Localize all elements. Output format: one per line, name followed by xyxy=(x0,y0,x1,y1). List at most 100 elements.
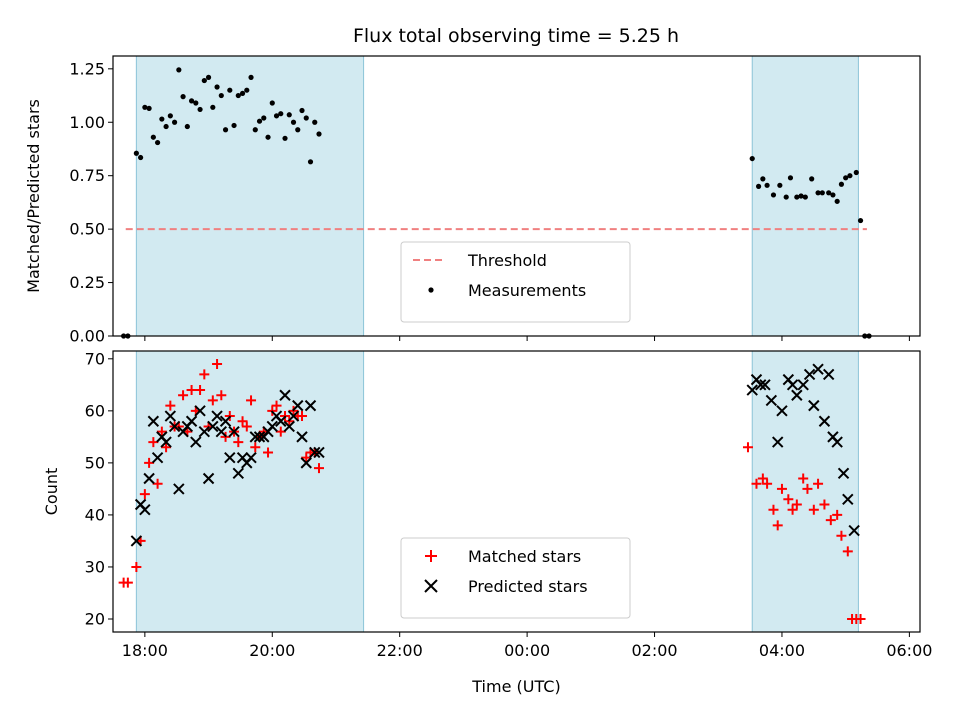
ratio-series-0-point-56 xyxy=(802,194,808,200)
ratio-series-0-point-21 xyxy=(214,84,220,90)
count-series-0-point-58 xyxy=(808,504,819,515)
ratio-series-0-point-67 xyxy=(857,217,864,224)
ratio-series-0-point-58 xyxy=(815,190,821,196)
ratio-ytick-label-1: 0.25 xyxy=(69,273,105,292)
ratio-series-0-point-8 xyxy=(159,116,165,122)
count-series-0-point-61 xyxy=(825,515,836,526)
count-series-1-point-4 xyxy=(147,415,160,427)
count-series-1-point-50 xyxy=(776,405,788,417)
count-series-0-point-54 xyxy=(787,504,798,515)
ratio-series-0-point-14 xyxy=(184,123,190,130)
count-series-1-point-21 xyxy=(219,415,232,427)
ratio-series-0-point-39 xyxy=(290,119,297,125)
count-series-1-point-7 xyxy=(160,436,172,448)
ratio-legend-marker-1 xyxy=(428,287,434,293)
count-xtick-label-5: 04:00 xyxy=(759,641,805,660)
count-series-1-point-8 xyxy=(164,410,177,422)
count-series-1-point-37 xyxy=(287,410,300,422)
ratio-series-0-point-44 xyxy=(312,119,318,125)
count-series-1-point-55 xyxy=(803,368,816,381)
ratio-series-0-point-52 xyxy=(783,194,789,200)
ratio-series-0-point-40 xyxy=(295,127,301,133)
ratio-series-0-point-38 xyxy=(286,112,292,118)
count-series-0-point-53 xyxy=(783,494,794,505)
ratio-series-0-point-19 xyxy=(205,74,212,80)
count-series-0-point-18 xyxy=(199,369,210,380)
ratio-series-0-point-42 xyxy=(303,115,309,121)
ratio-series-0-point-65 xyxy=(847,173,853,179)
count-series-0-point-57 xyxy=(802,483,813,494)
count-series-1-point-49 xyxy=(772,436,784,448)
count-series-1-point-32 xyxy=(266,420,278,433)
count-series-0-point-5 xyxy=(144,457,155,468)
count-ytick-label-1: 30 xyxy=(85,557,105,576)
count-series-0-point-51 xyxy=(772,520,783,531)
ratio-series-0-point-41 xyxy=(299,107,305,114)
ratio-axes-frame xyxy=(112,55,921,337)
count-observing-window-0 xyxy=(135,350,365,633)
count-series-0-point-45 xyxy=(313,463,324,474)
ratio-series-0-point-15 xyxy=(188,98,195,104)
ratio-series-0-point-13 xyxy=(180,94,186,100)
ratio-series-0-point-34 xyxy=(269,100,275,106)
count-series-0-point-46 xyxy=(742,442,753,453)
count-ylabel: Count xyxy=(42,468,61,516)
count-series-1-point-41 xyxy=(304,399,317,412)
count-series-0-point-1 xyxy=(122,577,133,588)
count-series-0-point-59 xyxy=(813,478,824,489)
ratio-series-0-point-22 xyxy=(218,92,224,99)
count-series-1-point-57 xyxy=(812,363,824,375)
count-series-1-point-28 xyxy=(249,431,261,443)
ratio-series-0-point-47 xyxy=(756,183,762,189)
count-series-0-point-52 xyxy=(776,483,787,494)
count-series-1-point-53 xyxy=(791,389,803,401)
count-series-1-point-64 xyxy=(848,524,860,537)
ratio-series-0-point-66 xyxy=(853,169,859,176)
count-series-1-point-62 xyxy=(837,467,850,479)
count-series-0-point-47 xyxy=(751,478,762,489)
ratio-series-0-point-53 xyxy=(787,175,794,181)
ratio-series-0-point-5 xyxy=(146,105,152,111)
ratio-series-0-point-45 xyxy=(316,131,322,137)
ratio-series-0-point-50 xyxy=(770,192,777,198)
ratio-series-0-point-46 xyxy=(749,155,755,162)
count-series-0-point-29 xyxy=(246,395,257,406)
count-series-0-point-27 xyxy=(237,416,248,427)
ratio-series-0-point-6 xyxy=(150,134,156,140)
count-series-1-point-42 xyxy=(309,446,321,459)
count-series-0-point-36 xyxy=(275,426,286,437)
count-panel: 20 30 40 50 60 70 18:00 20:00 22:00 00:00 02:00 04:… xyxy=(42,349,932,696)
ratio-series-0-point-30 xyxy=(252,127,258,133)
ratio-series-0-point-7 xyxy=(154,139,161,146)
ratio-series-0-point-27 xyxy=(239,90,246,97)
ratio-panel: 0.00 0.25 0.50 0.75 1.00 1.25 Matched/Predicte… xyxy=(24,55,921,346)
ratio-series-0-point-25 xyxy=(231,122,237,129)
count-series-1-point-14 xyxy=(190,436,202,448)
count-series-1-point-29 xyxy=(253,431,266,443)
count-xtick-label-3: 00:00 xyxy=(504,641,550,660)
count-series-1-point-17 xyxy=(202,472,215,485)
ratio-legend-label-1: Measurements xyxy=(468,281,586,300)
count-series-1-point-56 xyxy=(808,399,820,412)
count-series-0-point-55 xyxy=(791,499,802,510)
ratio-observing-window-0 xyxy=(135,55,365,337)
count-legend-marker-0 xyxy=(425,550,437,562)
ratio-series-0-point-9 xyxy=(163,123,169,130)
count-series-1-point-34 xyxy=(275,415,287,427)
ratio-series-0-point-31 xyxy=(256,118,263,124)
count-series-1-point-20 xyxy=(215,425,228,438)
count-series-1-point-52 xyxy=(786,379,799,391)
count-legend-box xyxy=(400,537,631,619)
ratio-legend-label-0: Threshold xyxy=(467,251,547,270)
count-series-1-point-5 xyxy=(151,451,164,464)
ratio-series-0-point-33 xyxy=(265,134,271,140)
ratio-legend: Threshold Measurements xyxy=(400,241,631,323)
ratio-ytick-label-3: 0.75 xyxy=(69,166,105,185)
count-ytick-label-4: 60 xyxy=(85,401,105,420)
count-series-0-point-9 xyxy=(161,442,172,453)
ratio-series-0-point-23 xyxy=(222,127,229,133)
count-series-1-point-9 xyxy=(168,420,181,433)
count-series-1-point-54 xyxy=(797,379,809,391)
count-series-0-point-64 xyxy=(842,546,853,557)
count-series-0-point-10 xyxy=(165,400,176,411)
